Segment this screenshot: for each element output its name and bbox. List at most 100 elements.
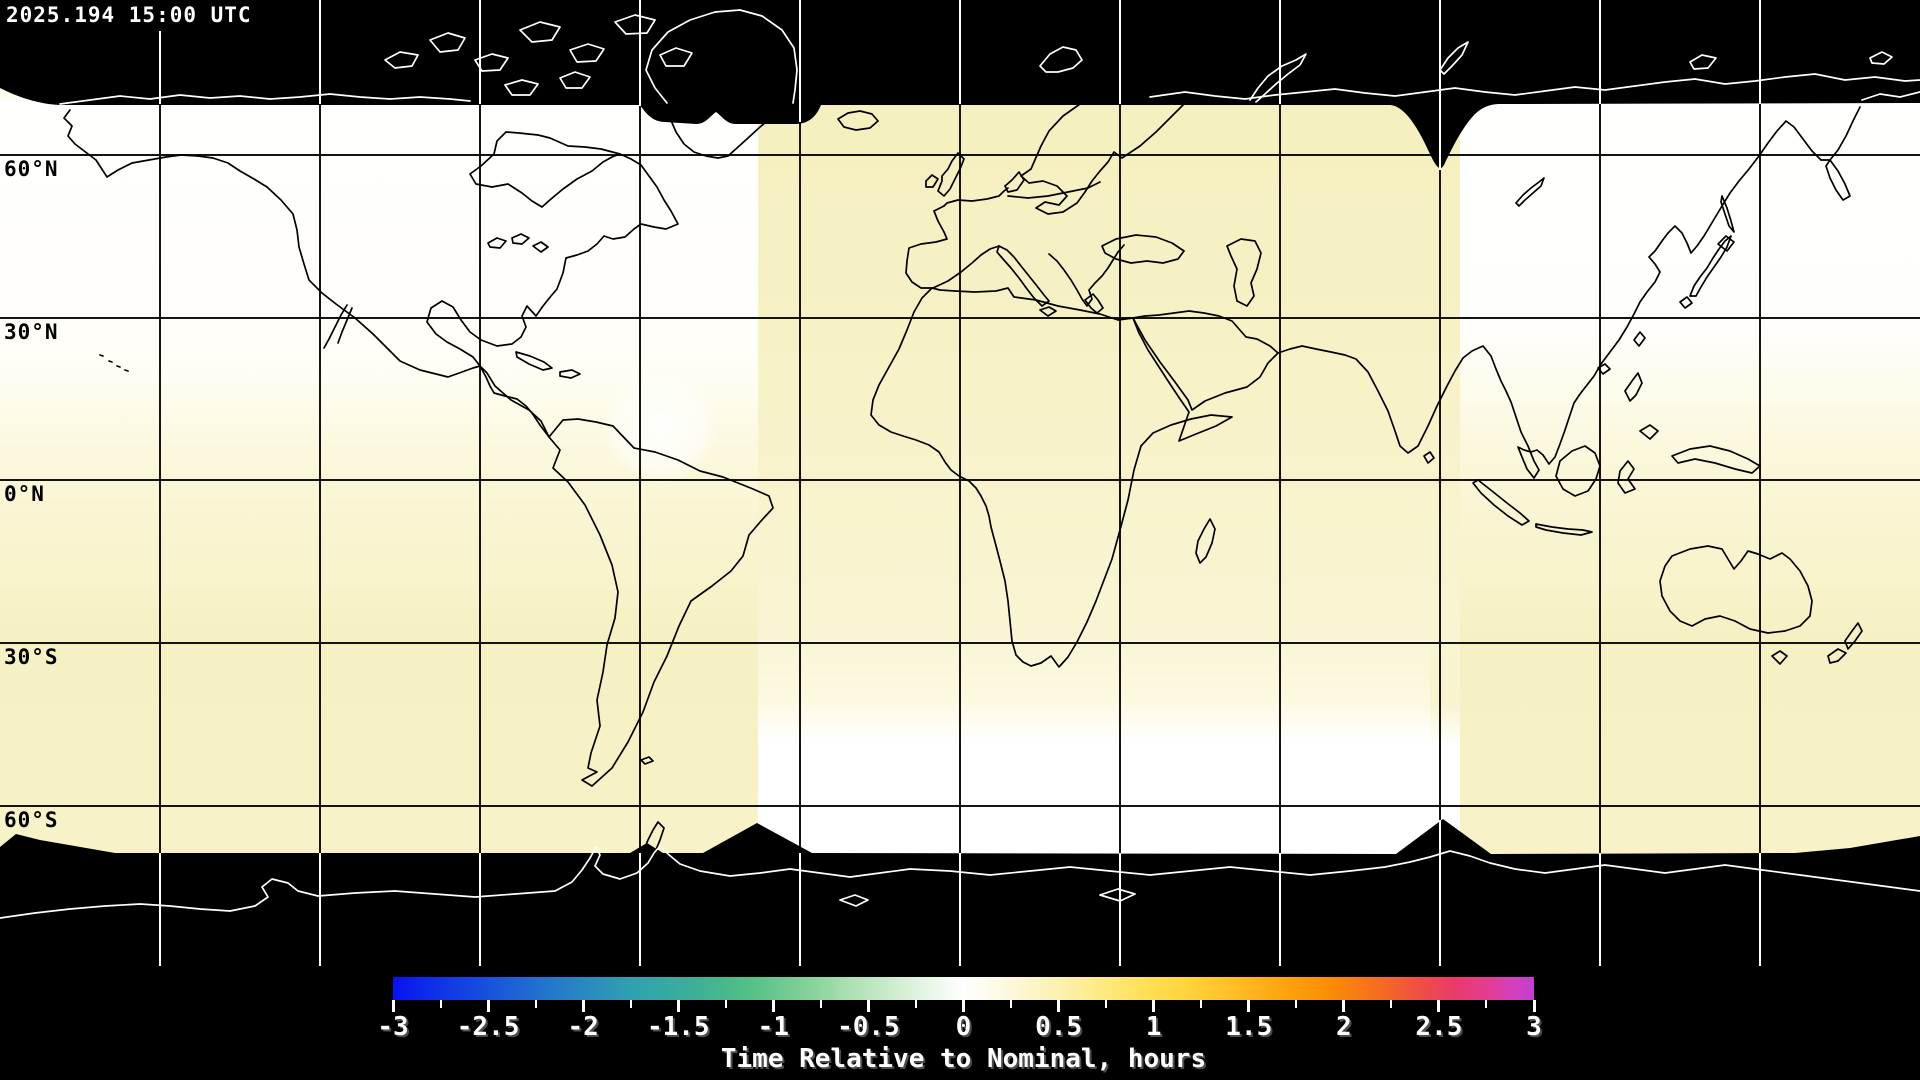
coast-italy: [996, 245, 1050, 307]
colorbar-minor-tick: [629, 1000, 632, 1008]
timestamp: 2025.194 15:00 UTC: [0, 0, 262, 31]
colorbar-major-tick: [676, 1000, 680, 1012]
coast-mindanao: [1639, 424, 1659, 440]
arctic-island-5: [569, 43, 605, 63]
coast-sakhalin: [1720, 195, 1735, 233]
colorbar-major-tick: [771, 1000, 775, 1012]
coast-madagascar: [1195, 518, 1216, 564]
coast-novaya-zemlya: [1249, 53, 1307, 103]
colorbar-tick-label: 1: [1145, 1012, 1162, 1042]
arctic-island-7: [659, 47, 693, 67]
lake-baikal: [1515, 177, 1545, 207]
gridline-vertical-night: [1439, 820, 1441, 966]
coast-kamchatka: [1825, 159, 1851, 201]
coast-antarctica: [0, 845, 1920, 919]
arctic-island-2: [429, 32, 466, 53]
coast-svalbard: [1039, 46, 1083, 73]
hawaii-islands-2: [108, 360, 113, 363]
colorbar-tick-label: 1.5: [1225, 1012, 1273, 1042]
coast-sri-lanka: [1423, 451, 1435, 464]
gridline-vertical-night: [1599, 853, 1601, 966]
coast-balkans: [1048, 244, 1125, 307]
coast-north-america-atlantic: [426, 153, 679, 438]
coast-south-america: [548, 418, 774, 787]
antarctic-island-1: [839, 894, 869, 907]
gridline-vertical-night: [639, 0, 641, 106]
gridline-vertical-night: [319, 0, 321, 104]
map-geometry: [0, 9, 1920, 919]
gridline-vertical-night: [1119, 853, 1121, 966]
coast-hispaniola: [559, 369, 581, 379]
coast-japan: [1689, 235, 1732, 297]
coast-tasmania: [1771, 650, 1788, 665]
colorbar-major-tick: [1437, 1000, 1441, 1012]
colorbar-tick-label: 0.5: [1035, 1012, 1083, 1042]
colorbar-major-tick: [962, 1000, 965, 1012]
coast-nz-south: [1827, 648, 1847, 664]
coast-nz-north: [1844, 622, 1863, 650]
colorbar-major-tick: [1247, 1000, 1251, 1012]
colorbar-minor-tick: [534, 1000, 537, 1008]
colorbar-minor-tick: [914, 1000, 917, 1008]
coast-great-britain: [937, 152, 965, 197]
coast-ireland: [925, 174, 939, 188]
coast-alaska-west: [63, 109, 76, 145]
coast-chukotka: [1861, 91, 1920, 101]
coast-new-siberian-is: [1689, 54, 1717, 70]
coast-channel: [943, 187, 1009, 207]
coast-greece: [1084, 293, 1104, 314]
gridline-vertical-night: [1599, 0, 1601, 104]
coast-hudson-bay: [469, 131, 621, 208]
colorbar-minor-tick: [1390, 1000, 1393, 1008]
coast-cuba: [515, 351, 553, 371]
coast-north-america-pacific: [74, 143, 550, 438]
great-lakes: [487, 237, 507, 249]
gridline-vertical-night: [959, 0, 961, 104]
latitude-label: 60°N: [4, 157, 59, 181]
colorbar-minor-tick: [1105, 1000, 1108, 1008]
great-lakes-3: [532, 241, 549, 253]
world-map: 2025.194 15:00 UTC 60°N 30°N 0°N 30°S 60°S: [0, 0, 1920, 970]
colorbar-major-tick: [1057, 1000, 1061, 1012]
coast-java: [1535, 523, 1593, 536]
colorbar-minor-tick: [1010, 1000, 1013, 1008]
colorbar-gradient: [393, 977, 1534, 1000]
gridline-vertical-night: [639, 853, 641, 966]
arctic-coast-siberia: [1149, 73, 1920, 100]
colorbar-major-tick: [391, 1000, 395, 1012]
colorbar-minor-tick: [1485, 1000, 1488, 1008]
coast-asia-south: [1277, 106, 1861, 479]
coastlines-day: [63, 94, 1863, 853]
caspian-sea: [1226, 238, 1262, 307]
arctic-coast-north-america: [59, 93, 471, 105]
latitude-label: 0°N: [4, 482, 45, 506]
gridline-vertical-night: [159, 0, 161, 104]
colorbar-tick-label: 2: [1336, 1012, 1352, 1042]
colorbar-tick-label: 2.5: [1415, 1012, 1463, 1042]
coast-borneo: [1555, 445, 1601, 497]
coast-new-guinea: [1671, 445, 1761, 474]
black-sea: [1101, 234, 1185, 264]
colorbar-tick-label: -3: [377, 1012, 409, 1042]
coast-wrangel: [1869, 51, 1893, 65]
gridline-vertical-night: [959, 853, 961, 966]
colorbar-minor-tick: [439, 1000, 442, 1008]
coastlines-night: [0, 9, 1920, 919]
gridline-vertical-night: [159, 853, 161, 966]
colorbar-minor-tick: [1295, 1000, 1298, 1008]
colorbar-major-tick: [1342, 1000, 1346, 1012]
coast-luzon: [1624, 372, 1643, 402]
colorbar-tick-label: 3: [1526, 1012, 1542, 1042]
colorbar-tick-label: -1.5: [646, 1012, 710, 1042]
coast-kyushu: [1679, 296, 1693, 309]
gridline-vertical-night: [799, 853, 801, 966]
colorbar-tick-label: -0.5: [837, 1012, 900, 1042]
arctic-island-8: [504, 79, 539, 96]
great-lakes-2: [511, 233, 530, 245]
arctic-island-4: [519, 21, 561, 43]
coast-iberia-france: [905, 205, 1000, 289]
colorbar-major-tick: [1152, 1000, 1156, 1012]
gridline-vertical-night: [799, 0, 801, 122]
latitude-label: 30°S: [4, 645, 59, 669]
